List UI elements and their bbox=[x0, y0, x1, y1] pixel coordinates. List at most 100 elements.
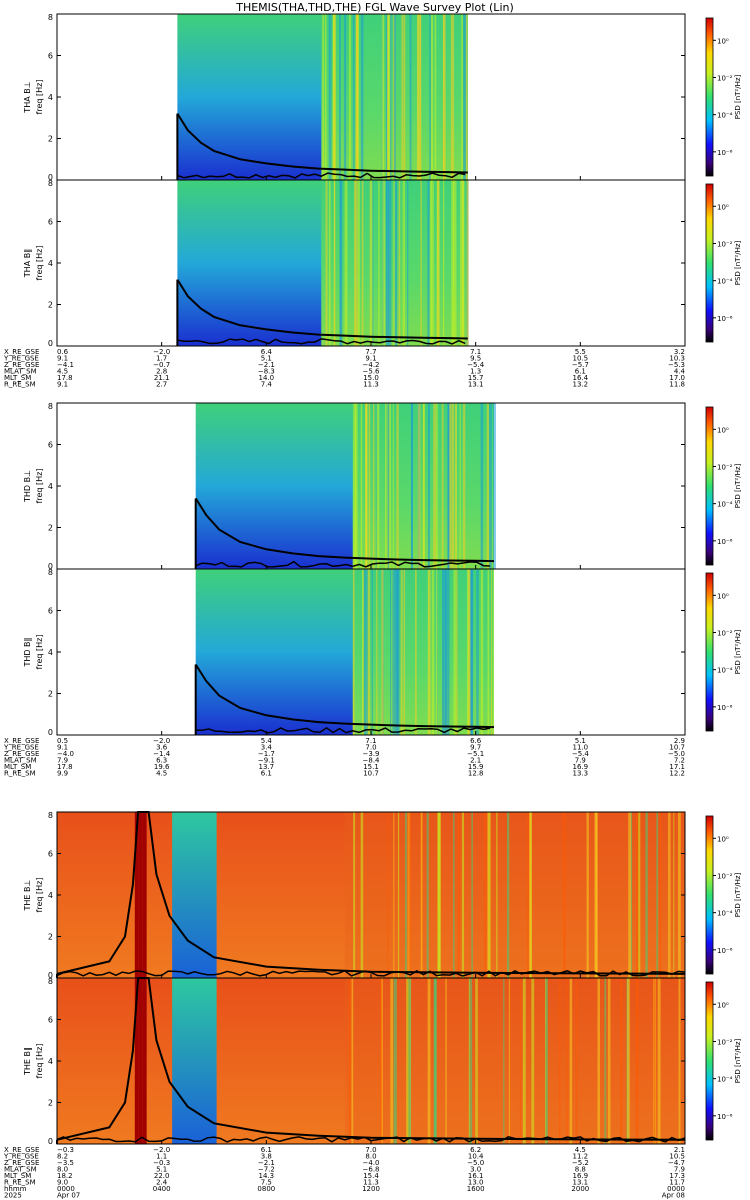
ephemeris-value: 7.2 bbox=[674, 757, 685, 765]
ephemeris-value: 7.5 bbox=[261, 1179, 272, 1187]
ephemeris-value: 3.0 bbox=[470, 1166, 481, 1174]
ephemeris-value: −0.7 bbox=[153, 361, 170, 369]
ephemeris-row-label: X_RE_GSE bbox=[4, 737, 39, 745]
texture-stripe bbox=[400, 569, 403, 735]
texture-stripe bbox=[452, 812, 455, 978]
texture-stripe bbox=[448, 403, 452, 569]
colorbar-label: PSD [nT²/Hz] bbox=[734, 74, 742, 119]
colorbar bbox=[705, 183, 714, 343]
colorbar-tick-label: 10⁻² bbox=[717, 240, 733, 248]
colorbar-tick-label: 10⁻⁴ bbox=[717, 501, 733, 509]
colorbar-tick-label: 10⁻⁶ bbox=[717, 538, 733, 546]
texture-stripe bbox=[360, 14, 364, 180]
texture-stripe bbox=[493, 403, 496, 569]
texture-stripe bbox=[442, 569, 446, 735]
gyrofrequency-trace bbox=[56, 977, 686, 1141]
ephemeris-value: Apr 08 bbox=[662, 1192, 685, 1200]
texture-stripe bbox=[466, 180, 469, 346]
colorbar-tick-label: 10⁰ bbox=[717, 592, 729, 600]
texture-stripe bbox=[401, 14, 404, 180]
texture-stripe bbox=[390, 569, 392, 735]
texture-stripe bbox=[455, 403, 457, 569]
ephemeris-value: 1.3 bbox=[470, 368, 481, 376]
ephemeris-row-label: Z_RE_GSE bbox=[4, 361, 39, 369]
ephemeris-row-label: Y_RE_GSE bbox=[3, 355, 39, 363]
spike-band bbox=[134, 978, 139, 1144]
quiet-interval bbox=[172, 812, 217, 978]
ephemeris-value: −5.4 bbox=[467, 361, 485, 369]
texture-stripe bbox=[430, 14, 434, 180]
texture-stripe bbox=[390, 978, 394, 1144]
texture-stripe bbox=[496, 812, 498, 978]
panel-unit-label: freq [Hz] bbox=[35, 80, 44, 115]
ephemeris-value: 6.3 bbox=[156, 757, 167, 765]
ephemeris-value: 10.4 bbox=[468, 1153, 484, 1161]
ephemeris-value: 0000 bbox=[667, 1185, 685, 1193]
texture-stripe bbox=[527, 812, 529, 978]
texture-stripe bbox=[408, 978, 412, 1144]
y-tick-label: 4 bbox=[48, 648, 53, 657]
colorbar-tick-label: 10⁻² bbox=[717, 629, 733, 637]
ephemeris-value: −8.3 bbox=[258, 368, 275, 376]
texture-stripe bbox=[471, 812, 473, 978]
ephemeris-row-label: MLT_SM bbox=[4, 1172, 31, 1180]
texture-stripe bbox=[370, 180, 373, 346]
ephemeris-value: 6.2 bbox=[470, 1146, 481, 1154]
texture-stripe bbox=[475, 978, 478, 1144]
colorbar-label: PSD [nT²/Hz] bbox=[734, 240, 742, 285]
ephemeris-value: Apr 07 bbox=[57, 1192, 80, 1200]
ephemeris-value: −5.2 bbox=[572, 1159, 589, 1167]
colorbar-label: PSD [nT²/Hz] bbox=[734, 463, 742, 508]
colorbar-tick-label: 10⁰ bbox=[717, 835, 729, 843]
texture-stripe bbox=[429, 180, 432, 346]
panel-component-label: THD B⊥ bbox=[23, 470, 32, 503]
y-tick-label: 0 bbox=[48, 173, 53, 182]
ephemeris-value: 16.1 bbox=[468, 1172, 484, 1180]
ephemeris-row-label: MLT_SM bbox=[4, 763, 31, 771]
y-tick-label: 2 bbox=[48, 933, 53, 942]
texture-stripe bbox=[638, 812, 641, 978]
y-tick-label: 6 bbox=[48, 218, 53, 227]
ephemeris-value: −2.0 bbox=[153, 348, 170, 356]
ephemeris-value: 1.7 bbox=[156, 355, 167, 363]
texture-stripe bbox=[353, 403, 357, 569]
y-tick-label: 8 bbox=[48, 179, 53, 188]
texture-stripe bbox=[461, 812, 465, 978]
texture-stripe bbox=[393, 180, 395, 346]
ephemeris-row-label: R_RE_SM bbox=[4, 770, 36, 778]
ephemeris-value: 4.4 bbox=[674, 368, 686, 376]
y-tick-label: 4 bbox=[48, 482, 53, 491]
texture-stripe bbox=[447, 569, 450, 735]
ephemeris-table: X_RE_GSE −0.3 −2.0 6.1 7.0 6.2 4.5 2.1 Y_RE_GSE 8… bbox=[3, 1146, 685, 1200]
ephemeris-value: −1.4 bbox=[153, 750, 171, 758]
texture-stripe bbox=[420, 180, 422, 346]
ephemeris-value: 11.2 bbox=[573, 1153, 589, 1161]
spectrogram-panel: 0 2 4 6 8 THD B‖ freq [Hz] 10⁰ 10⁻² 10⁻⁴ 10⁻⁶ PSD [… bbox=[23, 568, 742, 737]
texture-stripe bbox=[338, 14, 341, 180]
texture-stripe bbox=[328, 14, 332, 180]
texture-stripe bbox=[469, 978, 473, 1144]
panel-unit-label: freq [Hz] bbox=[35, 469, 44, 504]
ephemeris-value: 8.8 bbox=[575, 1166, 586, 1174]
ephemeris-value: 2.9 bbox=[674, 737, 685, 745]
texture-stripe bbox=[394, 180, 398, 346]
ephemeris-value: 5.1 bbox=[156, 1166, 167, 1174]
texture-stripe bbox=[420, 812, 423, 978]
ephemeris-value: 11.0 bbox=[573, 744, 589, 752]
texture-stripe bbox=[506, 812, 510, 978]
y-tick-label: 2 bbox=[48, 690, 53, 699]
y-tick-label: 8 bbox=[48, 811, 53, 820]
texture-stripe bbox=[355, 403, 358, 569]
ephemeris-value: 15.0 bbox=[363, 374, 379, 382]
texture-stripe bbox=[324, 14, 327, 180]
texture-stripe bbox=[398, 180, 401, 346]
ephemeris-row-label: MLAT_SM bbox=[4, 1166, 37, 1174]
texture-stripe bbox=[393, 812, 395, 978]
ephemeris-value: 13.0 bbox=[468, 1179, 484, 1187]
texture-stripe bbox=[378, 180, 380, 346]
ephemeris-value: 5.1 bbox=[261, 355, 272, 363]
texture-stripe bbox=[396, 569, 399, 735]
y-tick-label: 6 bbox=[48, 441, 53, 450]
texture-stripe bbox=[484, 812, 487, 978]
ephemeris-table: X_RE_GSE 0.6 −2.0 6.4 7.7 7.1 5.5 3.2 Y_RE_GSE 9.… bbox=[3, 348, 686, 389]
